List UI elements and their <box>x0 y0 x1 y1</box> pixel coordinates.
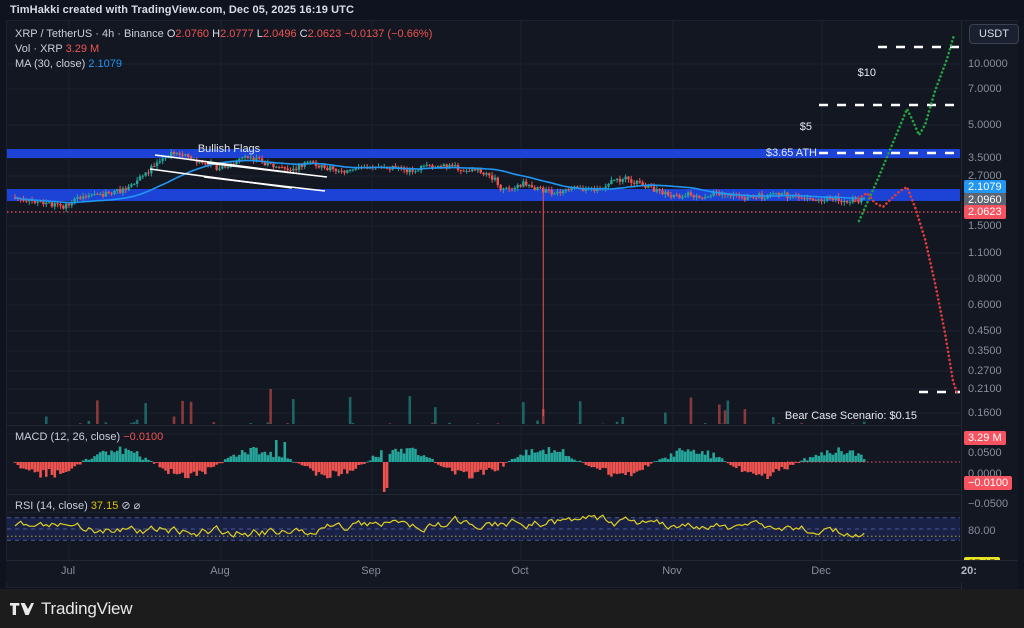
rsi-value: 37.15 <box>90 500 119 512</box>
price-tick: 80.00 <box>968 525 996 537</box>
price-value-badge[interactable]: 2.1079 <box>964 180 1006 194</box>
macd-histogram <box>13 440 866 492</box>
price-tick: 0.2700 <box>968 365 1002 377</box>
rsi-label[interactable]: RSI (14, close) <box>15 500 88 512</box>
bullish-flag-drawings <box>149 154 328 192</box>
price-change: −0.0137 (−0.66%) <box>344 28 433 40</box>
price-tick: −0.0500 <box>968 498 1009 510</box>
footer-bar: TradingView <box>0 589 1024 628</box>
time-tick: Aug <box>210 565 230 577</box>
price-tick: 0.3500 <box>968 345 1002 357</box>
ohlc-h-label: H <box>212 28 221 40</box>
price-tick: 0.0500 <box>968 447 1002 459</box>
ohlc-o-label: O <box>166 28 176 40</box>
chart-frame: XRP / TetherUS · 4h · Binance O2.0760 H2… <box>6 20 1019 589</box>
attribution-text: TimHakki created with TradingView.com, D… <box>0 0 1024 20</box>
macd-pane[interactable]: MACD (12, 26, close) −0.0100 <box>7 425 960 493</box>
price-tick: 0.8000 <box>968 273 1002 285</box>
bear-case-label[interactable]: Bear Case Scenario: $0.15 <box>784 410 917 422</box>
target-lines <box>819 45 960 394</box>
time-tick: Nov <box>662 565 682 577</box>
time-tick: 20: <box>961 565 977 577</box>
rsi-settings-icon[interactable]: ⊘ ⌀ <box>121 500 141 512</box>
price-tick: 0.2100 <box>968 383 1002 395</box>
price-tick: 0.6000 <box>968 299 1002 311</box>
price-value-badge[interactable]: 2.0960 <box>964 193 1006 207</box>
macd-label[interactable]: MACD (12, 26, close) <box>15 431 121 443</box>
volume-series <box>44 389 866 424</box>
bullish-flags-label[interactable]: Bullish Flags <box>197 143 261 155</box>
bear-case-projection <box>853 185 959 395</box>
ohlc-h-value: 2.0777 <box>220 28 254 40</box>
price-tick: 1.1000 <box>968 247 1002 259</box>
ma-line <box>14 159 865 204</box>
target-10-label[interactable]: $10 <box>857 67 876 79</box>
ath-label[interactable]: $3.65 ATH <box>765 147 817 159</box>
time-tick: Dec <box>811 565 831 577</box>
macd-legend: MACD (12, 26, close) −0.0100 <box>15 430 163 444</box>
price-tick: 5.0000 <box>968 119 1002 131</box>
price-tick: 1.5000 <box>968 220 1002 232</box>
price-tick: 10.0000 <box>968 58 1008 70</box>
tradingview-logo-icon <box>10 602 34 615</box>
macd-value: −0.0100 <box>123 431 164 443</box>
price-value-badge[interactable]: 2.0623 <box>964 205 1006 219</box>
bull-case-projection <box>857 33 956 223</box>
tradingview-brand-label: TradingView <box>41 598 133 618</box>
price-tick: 3.5000 <box>968 152 1002 164</box>
price-pane[interactable]: XRP / TetherUS · 4h · Binance O2.0760 H2… <box>7 21 960 424</box>
rsi-pane[interactable]: RSI (14, close) 37.15 ⊘ ⌀ <box>7 494 960 560</box>
ma-label[interactable]: MA (30, close) <box>15 58 86 70</box>
price-scale[interactable]: USDT 10.0000 7.0000 5.0000 3.5000 2.7000 1.50… <box>961 21 1019 589</box>
ma-value: 2.1079 <box>88 58 123 70</box>
price-tick: 0.1600 <box>968 407 1002 419</box>
price-legend: XRP / TetherUS · 4h · Binance O2.0760 H2… <box>15 27 432 72</box>
ohlc-l-value: 2.0496 <box>262 28 297 40</box>
price-tick: 2.7000 <box>968 170 1002 182</box>
ohlc-c-label: C <box>299 28 308 40</box>
time-tick: Oct <box>511 565 529 577</box>
rsi-line <box>14 514 865 538</box>
volume-value: 3.29 M <box>65 43 100 55</box>
price-tick: 7.0000 <box>968 83 1002 95</box>
volume-label[interactable]: Vol · XRP <box>15 43 63 55</box>
time-tick: Jul <box>60 565 76 577</box>
ohlc-c-value: 2.0623 <box>307 28 342 40</box>
ohlc-l-label: L <box>256 28 263 40</box>
rsi-legend: RSI (14, close) 37.15 ⊘ ⌀ <box>15 499 140 513</box>
symbol-label[interactable]: XRP / TetherUS · 4h · Binance <box>15 28 164 40</box>
time-tick: Sep <box>361 565 381 577</box>
price-value-badge[interactable]: −0.0100 <box>964 476 1013 490</box>
ohlc-o-value: 2.0760 <box>175 28 210 40</box>
time-scale[interactable]: Jul Aug Sep Oct Nov Dec 20: <box>6 560 1018 582</box>
target-5-label[interactable]: $5 <box>799 121 812 133</box>
currency-badge[interactable]: USDT <box>969 24 1019 44</box>
price-tick: 0.4500 <box>968 325 1002 337</box>
price-value-badge[interactable]: 3.29 M <box>964 431 1006 445</box>
